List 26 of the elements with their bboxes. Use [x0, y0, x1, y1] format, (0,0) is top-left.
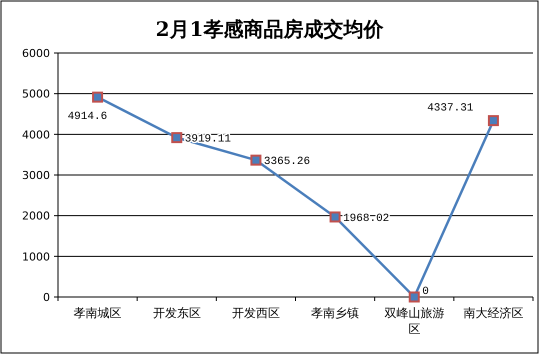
data-label: 3365.26 [264, 156, 310, 168]
point [408, 292, 420, 302]
chart-title: 2月1孝感商品房成交均价 [156, 17, 384, 41]
data-label: 1968.02 [343, 212, 390, 225]
x-tick-label: 孝南乡镇 [311, 306, 360, 320]
x-tick-label: 开发东区 [152, 306, 201, 320]
point [250, 154, 262, 166]
data-label: 4337.31 [427, 102, 474, 115]
y-tick-label: 0 [43, 291, 50, 304]
x-tick-label: 开发西区 [232, 306, 280, 320]
data-label: 0 [422, 286, 429, 298]
point [488, 115, 499, 126]
x-tick-label: 南大经济区 [463, 306, 524, 320]
y-tick-label: 5000 [22, 88, 50, 101]
x-tick-label: 双峰山旅游区 [384, 306, 444, 336]
point [330, 211, 341, 222]
point [92, 92, 104, 103]
y-tick-label: 1000 [22, 250, 50, 264]
y-tick-label: 6000 [22, 47, 50, 60]
y-tick-label: 4000 [22, 128, 50, 142]
x-tick-label: 孝南城区 [74, 306, 122, 320]
data-label: 4914.6 [68, 111, 108, 124]
data-label: 3919.11 [184, 134, 232, 146]
y-tick-label: 2000 [22, 210, 50, 223]
y-tick-label: 3000 [22, 169, 50, 182]
point [171, 132, 182, 144]
